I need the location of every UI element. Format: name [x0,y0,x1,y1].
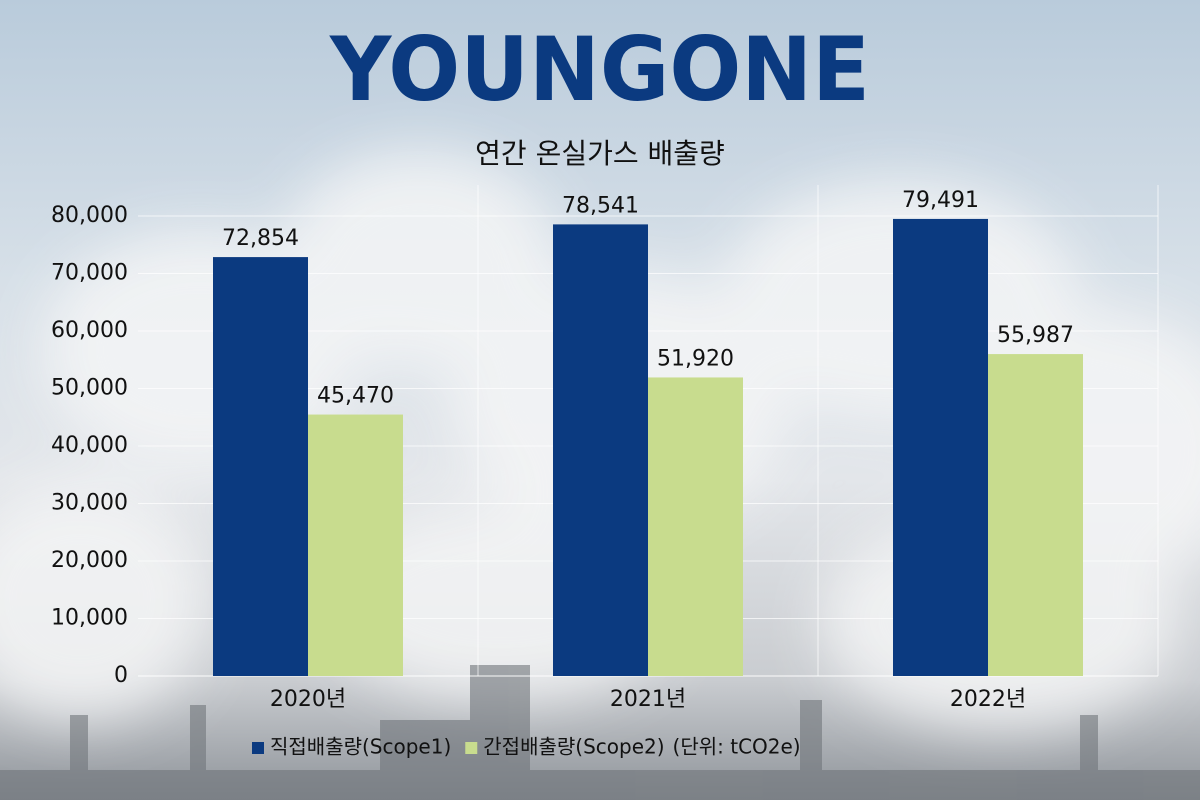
chart-title: 연간 온실가스 배출량 [475,137,725,170]
data-label: 78,541 [562,193,639,218]
data-label: 79,491 [902,188,979,213]
data-label: 45,470 [317,384,394,409]
bar [648,377,743,676]
bar [988,354,1083,676]
x-tick-label: 2021년 [610,687,686,712]
x-tick-label: 2022년 [950,687,1026,712]
bar [553,224,648,676]
bar [308,414,403,676]
bar [893,218,988,676]
y-tick-label: 40,000 [51,433,128,458]
y-tick-label: 30,000 [51,491,128,516]
y-tick-label: 50,000 [51,376,128,401]
y-tick-label: 0 [114,663,128,688]
data-label: 55,987 [997,323,1074,348]
y-tick-label: 60,000 [51,318,128,343]
logo: YOUNGONE [329,18,870,121]
y-tick-label: 70,000 [51,261,128,286]
data-label: 51,920 [657,346,734,371]
legend-label: 직접배출량(Scope1) [270,735,451,759]
legend-swatch [465,742,478,754]
background-factory [0,665,1200,800]
bar [213,257,308,676]
y-tick-label: 80,000 [51,203,128,228]
y-tick-label: 10,000 [51,606,128,631]
y-tick-label: 20,000 [51,548,128,573]
legend-swatch [252,742,264,754]
data-label: 72,854 [222,226,299,251]
legend-label: 간접배출량(Scope2) [483,735,664,759]
unit-note: (단위: tCO2e) [673,735,801,759]
x-tick-label: 2020년 [270,687,346,712]
